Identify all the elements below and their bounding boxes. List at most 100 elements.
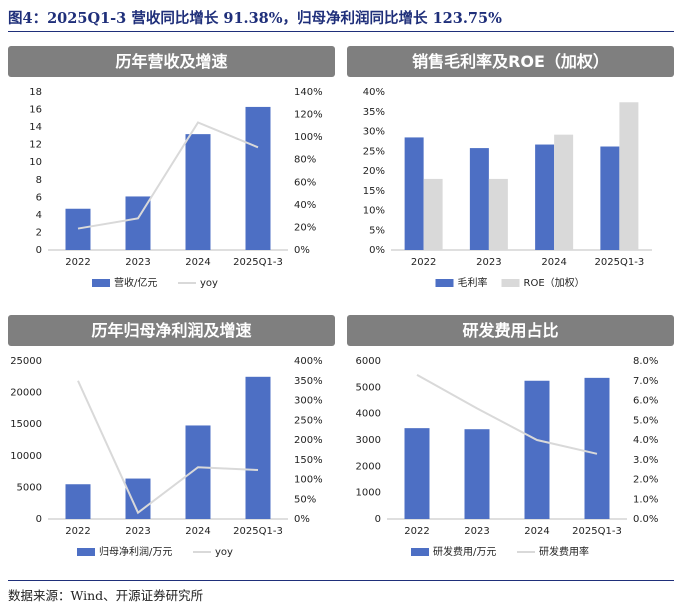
bar: [245, 106, 271, 250]
left-axis-tick-label: 18: [29, 87, 42, 98]
panel-title: 研发费用占比: [347, 315, 674, 346]
roe-bar: [488, 178, 508, 250]
left-axis-tick-label: 0: [36, 245, 42, 256]
right-axis-tick-label: 3.0%: [633, 455, 658, 466]
legend-swatch: [92, 279, 110, 287]
right-axis-tick-label: 4.0%: [633, 435, 658, 446]
right-axis-tick-label: 250%: [294, 415, 323, 426]
bar: [469, 148, 489, 250]
x-axis-tick-label: 2024: [541, 257, 566, 268]
left-axis-tick-label: 4: [36, 210, 42, 221]
left-axis-tick-label: 35%: [363, 107, 385, 118]
x-axis-tick-label: 2024: [185, 257, 210, 268]
bar: [185, 425, 211, 519]
panel-netprofit: 历年归母净利润及增速 0 5000 10000 15000 20000 25000 0% 50…: [8, 315, 335, 577]
right-axis-tick-label: 0%: [294, 245, 310, 256]
roe-bar: [554, 134, 574, 250]
x-axis-tick-label: 2025Q1-3: [233, 526, 283, 537]
left-axis-tick-label: 16: [29, 105, 42, 116]
margin-chart: 0% 5% 10% 15% 20% 25% 30% 35% 40% 2022 2023 2024 202…: [363, 87, 652, 289]
x-axis-tick-label: 2025Q1-3: [233, 257, 283, 268]
right-axis-tick-label: 2.0%: [633, 475, 658, 486]
rnd-chart: 0 1000 2000 3000 4000 5000 6000 0.0% 1.0% 2.0% 3.0…: [356, 356, 659, 558]
left-axis-tick-label: 25%: [363, 146, 385, 157]
right-axis-tick-label: 60%: [294, 177, 316, 188]
right-axis-tick-label: 20%: [294, 222, 316, 233]
bar: [524, 380, 550, 519]
x-axis-tick-label: 2022: [65, 526, 90, 537]
panel-rnd: 研发费用占比 0 1000 2000 3000 4000 5000 6000 0.0% 1.0%…: [347, 315, 674, 577]
left-axis-tick-label: 25000: [10, 356, 42, 367]
bar: [185, 134, 211, 250]
right-axis-tick-label: 200%: [294, 435, 323, 446]
x-axis-tick-label: 2022: [404, 526, 429, 537]
left-axis-tick-label: 5000: [17, 482, 42, 493]
right-axis-tick-label: 8.0%: [633, 356, 658, 367]
left-axis-tick-label: 15000: [10, 419, 42, 430]
left-axis-tick-label: 6000: [356, 356, 381, 367]
panel-title: 销售毛利率及ROE（加权）: [347, 46, 674, 77]
legend-label: 营收/亿元: [114, 276, 157, 289]
right-axis-tick-label: 0.0%: [633, 514, 658, 525]
panel-revenue: 历年营收及增速 0 2 4 6 8 10 12 14 16 18 0% 20% 40% 60% 80% 100…: [8, 46, 335, 308]
legend-label: ROE（加权）: [524, 276, 585, 289]
source-rule: [8, 580, 674, 581]
right-axis-tick-label: 100%: [294, 475, 323, 486]
right-axis-tick-label: 6.0%: [633, 396, 658, 407]
legend-swatch: [77, 548, 95, 556]
right-axis-tick-label: 300%: [294, 396, 323, 407]
bar: [464, 429, 490, 519]
left-axis-tick-label: 12: [29, 140, 42, 151]
bar: [245, 376, 271, 519]
left-axis-tick-label: 15%: [363, 186, 385, 197]
left-axis-tick-label: 0: [36, 514, 42, 525]
bar: [404, 428, 430, 519]
left-axis-tick-label: 20%: [363, 166, 385, 177]
legend-label: yoy: [215, 547, 233, 558]
legend-label: 研发费用/万元: [433, 545, 496, 558]
left-axis-tick-label: 20000: [10, 388, 42, 399]
roe-bar: [619, 102, 639, 250]
bar: [535, 144, 555, 250]
left-axis-tick-label: 6: [36, 192, 42, 203]
netprofit-chart: 0 5000 10000 15000 20000 25000 0% 50% 100% 150% 20…: [10, 356, 323, 558]
legend-swatch: [411, 548, 429, 556]
yoy-line: [77, 380, 259, 515]
revenue-chart: 0 2 4 6 8 10 12 14 16 18 0% 20% 40% 60% 80% 100% 120% 140…: [29, 87, 323, 289]
right-axis-tick-label: 0%: [294, 514, 310, 525]
legend-label: 毛利率: [458, 276, 488, 289]
left-axis-tick-label: 3000: [356, 435, 381, 446]
x-axis-tick-label: 2025Q1-3: [572, 526, 622, 537]
figure-title: 图4：2025Q1-3 营收同比增长 91.38%，归母净利润同比增长 123.…: [8, 10, 502, 27]
x-axis-tick-label: 2023: [125, 257, 150, 268]
left-axis-tick-label: 2000: [356, 461, 381, 472]
right-axis-tick-label: 80%: [294, 155, 316, 166]
legend-label: yoy: [200, 278, 218, 289]
left-axis-tick-label: 30%: [363, 127, 385, 138]
x-axis-tick-label: 2025Q1-3: [595, 257, 645, 268]
right-axis-tick-label: 140%: [294, 87, 323, 98]
left-axis-tick-label: 8: [36, 175, 42, 186]
right-axis-tick-label: 150%: [294, 455, 323, 466]
left-axis-tick-label: 4000: [356, 409, 381, 420]
left-axis-tick-label: 10%: [363, 206, 385, 217]
right-axis-tick-label: 1.0%: [633, 494, 658, 505]
bar: [584, 377, 610, 519]
yoy-line: [77, 121, 259, 230]
x-axis-tick-label: 2022: [65, 257, 90, 268]
left-axis-tick-label: 10000: [10, 451, 42, 462]
left-axis-tick-label: 1000: [356, 488, 381, 499]
bar: [65, 484, 91, 519]
right-axis-tick-label: 5.0%: [633, 415, 658, 426]
legend-label: 归母净利润/万元: [99, 545, 172, 558]
bar: [404, 137, 424, 250]
left-axis-tick-label: 10: [29, 157, 42, 168]
right-axis-tick-label: 100%: [294, 132, 323, 143]
left-axis-tick-label: 14: [29, 122, 42, 133]
panel-margin: 销售毛利率及ROE（加权） 0% 5% 10% 15% 20% 25% 30% 35% 40% 2…: [347, 46, 674, 308]
roe-bar: [423, 178, 443, 250]
right-axis-tick-label: 40%: [294, 200, 316, 211]
x-axis-tick-label: 2024: [524, 526, 549, 537]
right-axis-tick-label: 350%: [294, 376, 323, 387]
source-note: 数据来源：Wind、开源证券研究所: [8, 588, 204, 603]
